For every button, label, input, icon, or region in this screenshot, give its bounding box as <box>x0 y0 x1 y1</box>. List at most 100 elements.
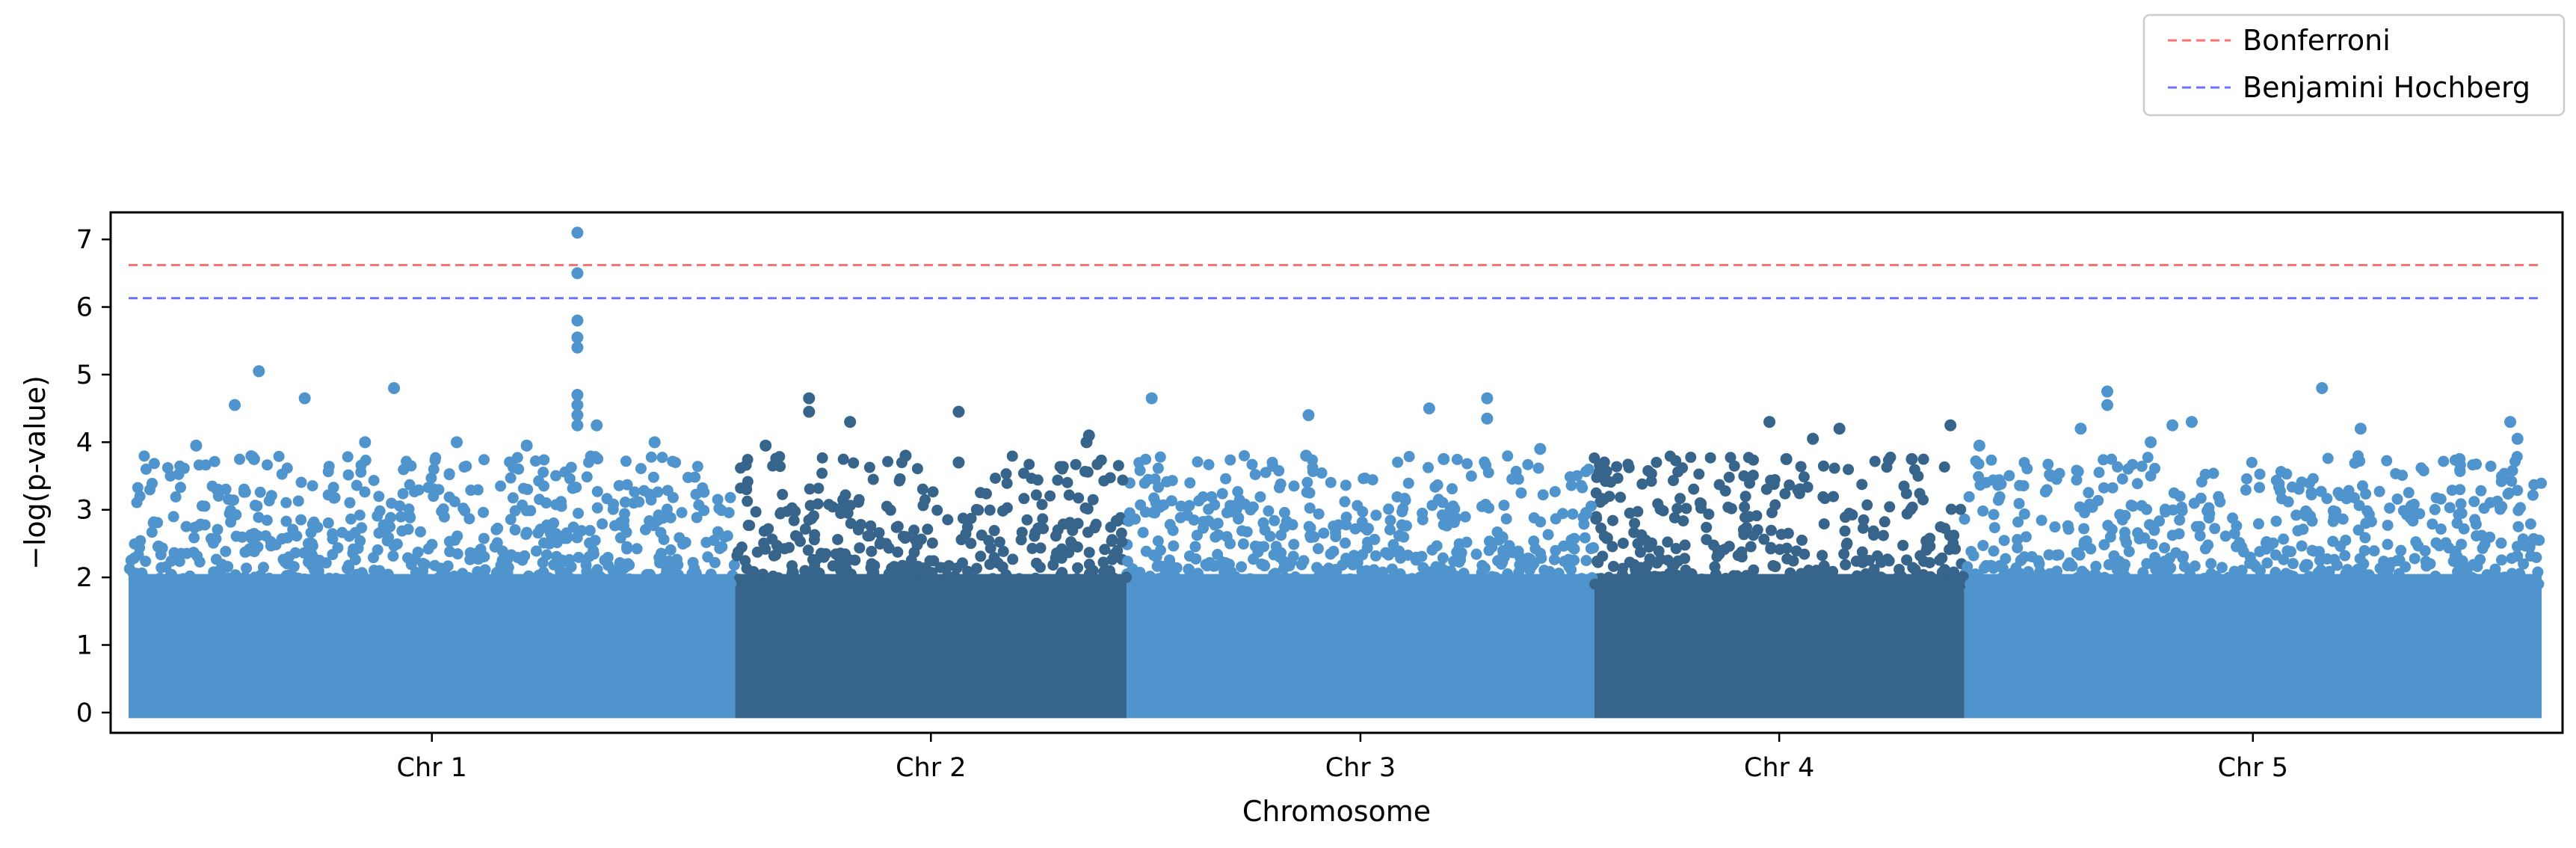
data-point <box>2049 521 2061 533</box>
data-point <box>2068 578 2080 590</box>
data-point <box>772 572 784 584</box>
data-point <box>1493 534 1505 546</box>
data-point <box>1152 462 1164 474</box>
data-point <box>816 452 828 464</box>
data-point <box>1792 484 1804 496</box>
data-point <box>1944 419 1957 431</box>
data-point <box>2495 537 2507 549</box>
data-point <box>2131 478 2143 490</box>
data-point <box>2127 500 2139 512</box>
data-point <box>1662 536 1674 548</box>
data-point <box>1606 541 1618 553</box>
data-point <box>1549 485 1561 497</box>
data-point <box>1565 479 1577 491</box>
data-point <box>1713 479 1725 491</box>
data-point <box>2352 450 2364 462</box>
data-point <box>2479 538 2491 550</box>
data-point <box>632 578 644 590</box>
data-point <box>1535 547 1547 559</box>
data-point <box>1590 487 1602 499</box>
data-point <box>478 532 490 544</box>
data-point <box>601 493 613 505</box>
data-point <box>952 405 965 418</box>
data-point <box>1183 500 1195 511</box>
data-point <box>1568 578 1580 590</box>
data-point <box>2173 528 2185 540</box>
data-point <box>147 517 159 529</box>
data-point <box>523 575 535 587</box>
data-point <box>715 505 727 517</box>
data-point <box>1837 577 1849 589</box>
data-point <box>1522 458 1534 470</box>
data-point <box>2356 480 2368 492</box>
data-point <box>774 451 786 463</box>
data-point <box>919 494 931 506</box>
data-point <box>1116 536 1128 548</box>
x-tick-label: Chr 4 <box>1744 753 1814 783</box>
data-point <box>265 535 277 547</box>
data-point <box>1269 568 1281 580</box>
data-point <box>873 526 885 538</box>
data-point <box>429 577 441 589</box>
data-point <box>2036 514 2047 526</box>
data-point <box>1307 461 1319 473</box>
data-point <box>1651 456 1663 468</box>
data-point <box>2053 467 2065 479</box>
data-point <box>2252 518 2264 530</box>
data-point <box>961 521 973 533</box>
data-point <box>1868 564 1880 576</box>
data-point <box>2408 498 2420 510</box>
data-point <box>573 551 585 563</box>
data-point <box>529 455 541 467</box>
data-point <box>2287 558 2299 570</box>
data-point <box>635 463 647 475</box>
data-point <box>2454 464 2466 476</box>
data-point <box>2339 550 2351 562</box>
data-point <box>1477 573 1489 585</box>
data-point <box>1992 494 2004 506</box>
data-point <box>1299 578 1311 590</box>
data-point <box>507 461 519 473</box>
low-pvalue-band-5 <box>1964 574 2542 719</box>
data-point <box>591 419 603 431</box>
data-point <box>1723 541 1735 553</box>
data-point <box>2015 554 2027 566</box>
data-point <box>2382 519 2394 531</box>
data-point <box>2199 577 2211 589</box>
data-point <box>1550 544 1562 556</box>
data-point <box>1498 500 1510 511</box>
data-point <box>502 553 514 565</box>
data-point <box>1469 577 1481 589</box>
data-point <box>1579 532 1591 544</box>
data-point <box>485 578 497 590</box>
data-point <box>1370 509 1382 521</box>
data-point <box>1965 545 1977 557</box>
data-point <box>2513 575 2525 587</box>
data-point <box>520 505 532 517</box>
data-point <box>1117 474 1129 486</box>
data-point <box>2012 567 2024 579</box>
data-point <box>1997 571 2009 583</box>
data-point <box>985 542 996 554</box>
data-point <box>1274 551 1286 563</box>
data-point <box>167 511 179 523</box>
data-point <box>550 528 562 540</box>
data-point <box>621 541 633 553</box>
data-point <box>1476 500 1488 512</box>
data-point <box>1300 449 1313 462</box>
data-point <box>682 472 694 484</box>
data-point <box>280 497 292 509</box>
data-point <box>1417 562 1429 574</box>
data-point <box>1643 541 1655 553</box>
data-point <box>323 461 335 473</box>
data-point <box>1167 524 1179 536</box>
data-point <box>1993 474 2005 486</box>
data-point <box>1918 556 1930 568</box>
data-point <box>1328 545 1340 557</box>
data-point <box>844 416 857 428</box>
data-point <box>1723 471 1735 483</box>
data-point <box>670 456 682 468</box>
data-point <box>832 550 844 562</box>
data-point <box>731 550 743 562</box>
data-point <box>591 502 603 514</box>
